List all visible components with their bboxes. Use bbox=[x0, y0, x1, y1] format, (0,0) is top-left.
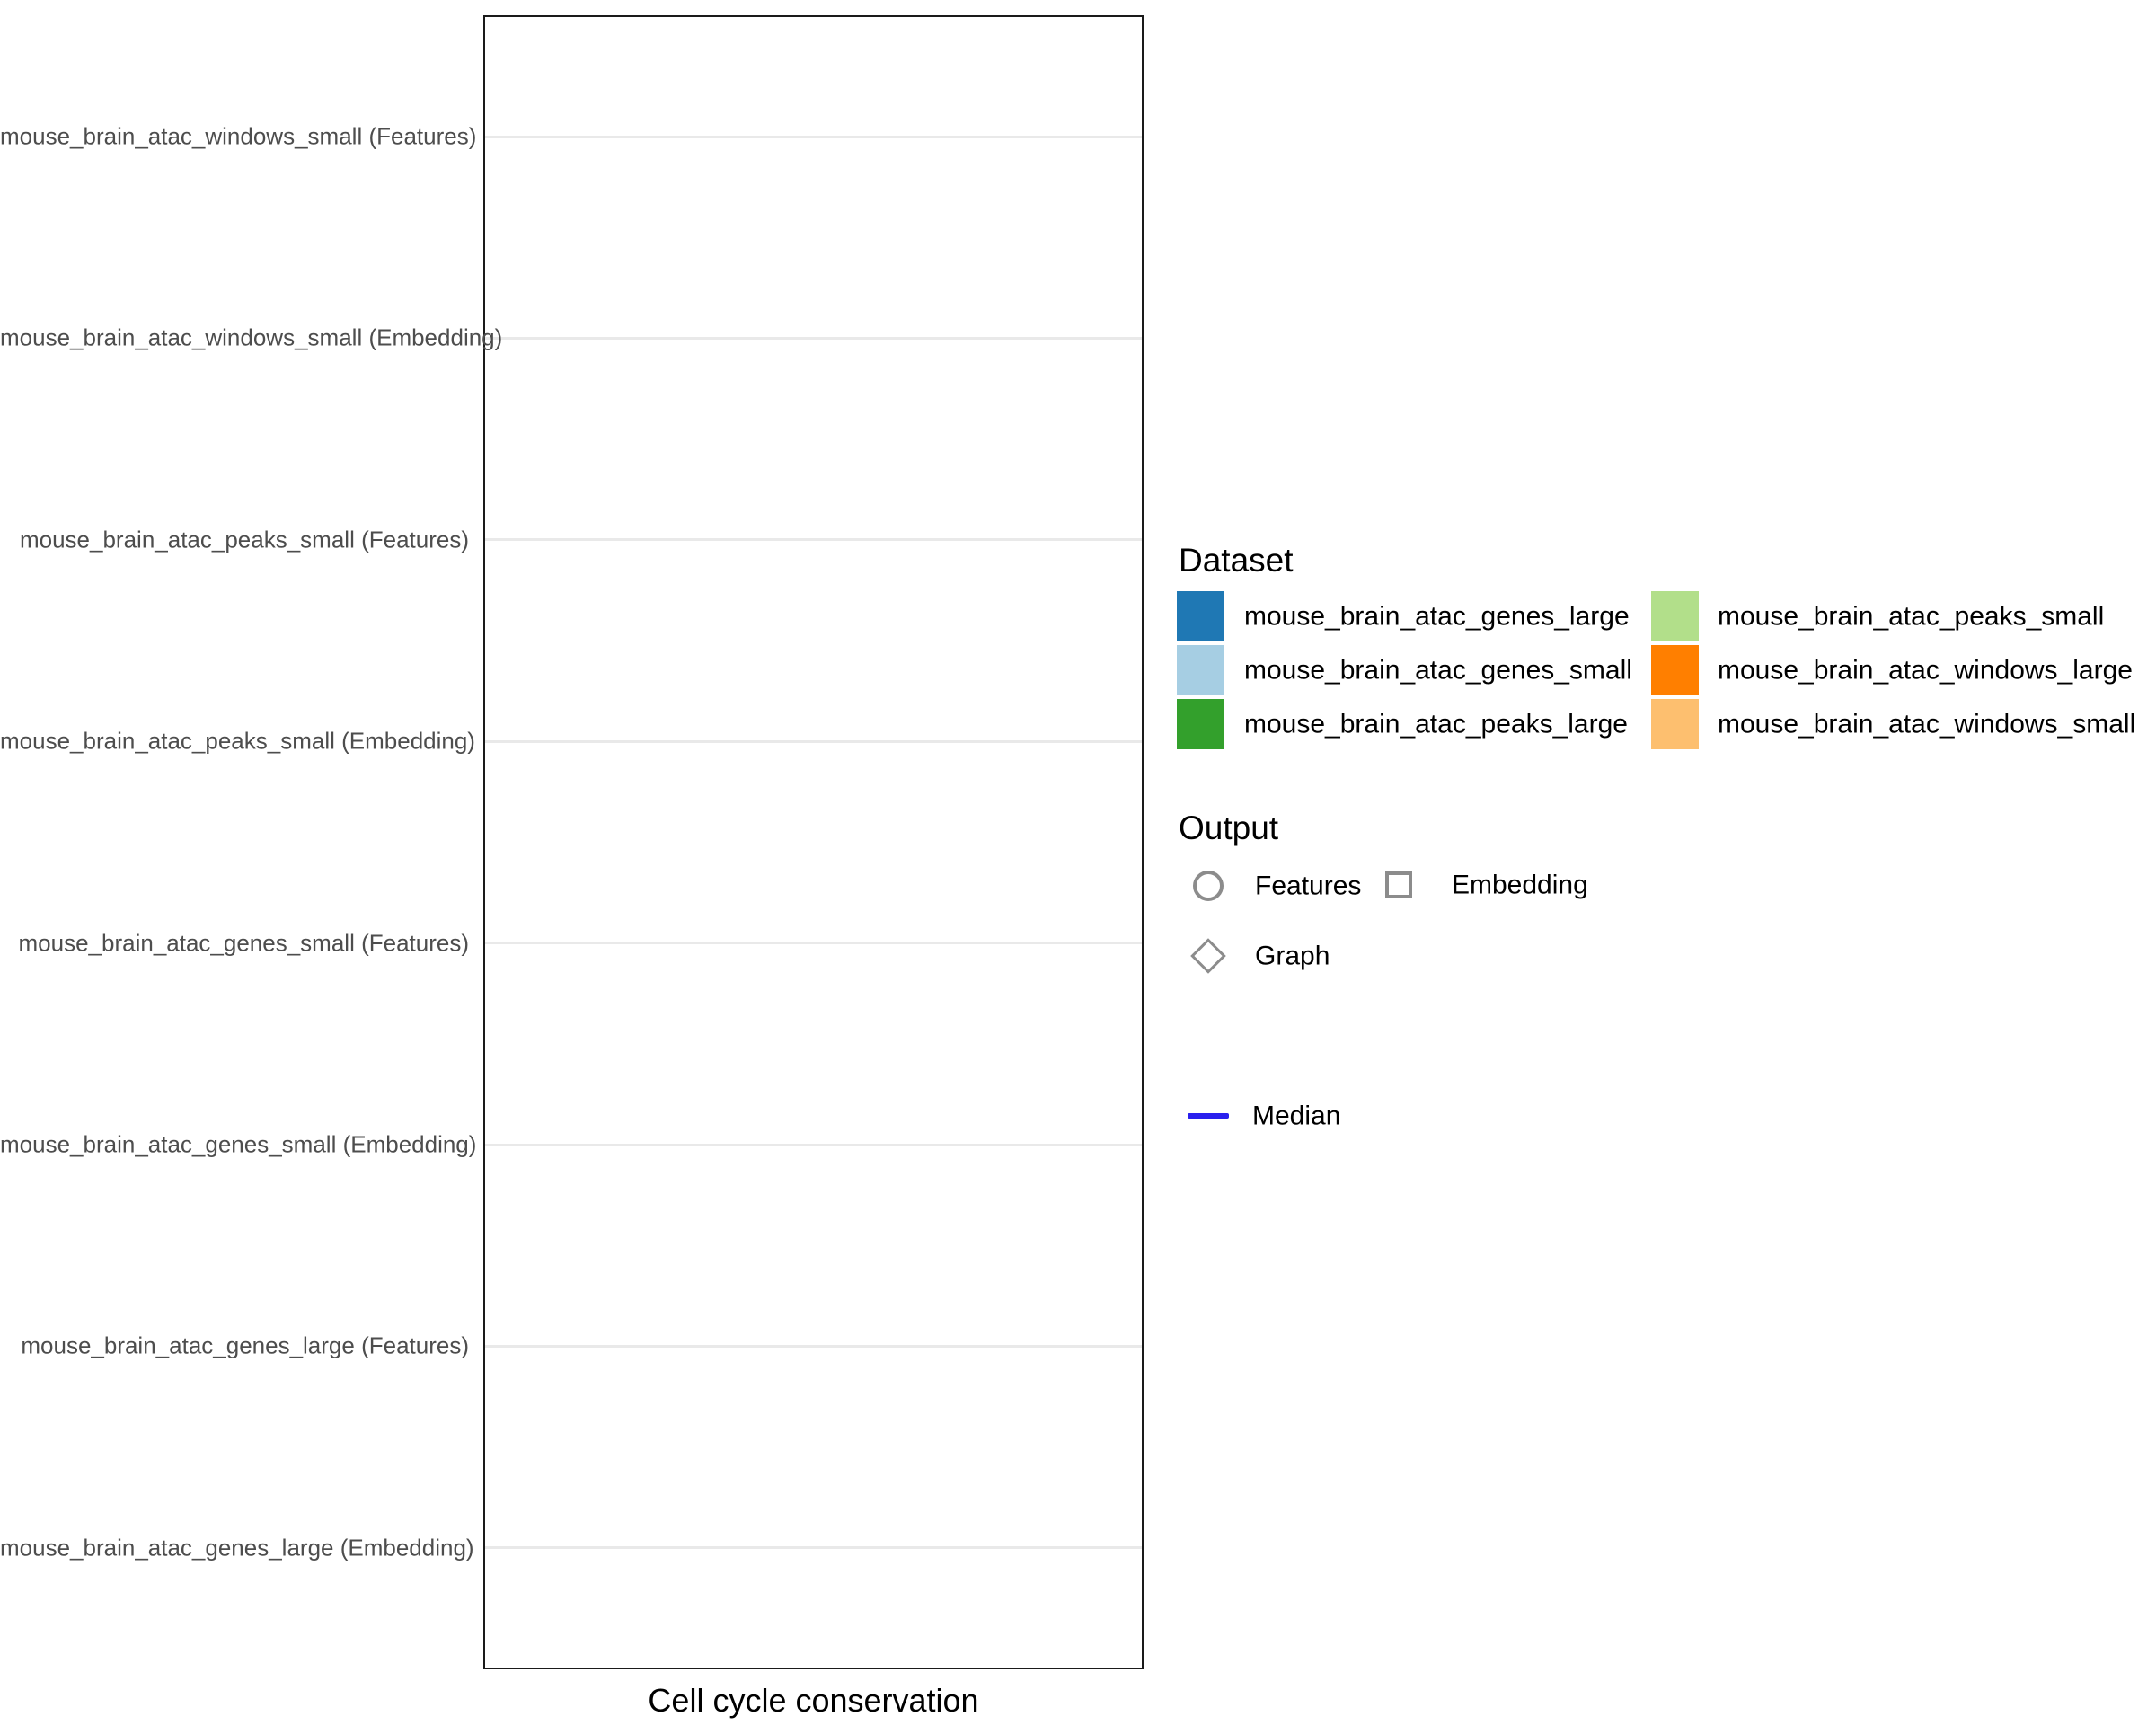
y-axis-label: mouse_brain_atac_windows_small (Embeddin… bbox=[0, 324, 503, 352]
dataset-legend-label: mouse_brain_atac_genes_large bbox=[1244, 601, 1630, 632]
y-axis-label: mouse_brain_atac_genes_large (Embedding) bbox=[0, 1534, 474, 1561]
dataset-color-swatch bbox=[1651, 645, 1699, 695]
y-axis-label: mouse_brain_atac_genes_small (Features) bbox=[18, 929, 470, 957]
y-axis-label: mouse_brain_atac_genes_large (Features) bbox=[21, 1332, 469, 1360]
dataset-legend-label: mouse_brain_atac_peaks_large bbox=[1244, 709, 1628, 739]
gridline bbox=[485, 538, 1142, 542]
dataset-color-swatch bbox=[1651, 699, 1699, 749]
graph-diamond-icon bbox=[1190, 938, 1226, 974]
output-legend-label-graph: Graph bbox=[1255, 941, 1330, 971]
dataset-color-swatch bbox=[1177, 645, 1224, 695]
output-legend-label-embedding: Embedding bbox=[1452, 870, 1588, 900]
y-axis-label: mouse_brain_atac_peaks_small (Embedding) bbox=[0, 727, 475, 755]
gridline bbox=[485, 1546, 1142, 1550]
gridline bbox=[485, 336, 1142, 340]
dataset-legend-label: mouse_brain_atac_windows_large bbox=[1718, 655, 2133, 686]
output-legend-title: Output bbox=[1179, 809, 1279, 846]
x-axis-title: Cell cycle conservation bbox=[648, 1682, 979, 1719]
plot-panel bbox=[483, 15, 1144, 1669]
gridline bbox=[485, 1344, 1142, 1348]
dataset-color-swatch bbox=[1177, 699, 1224, 749]
y-axis-label: mouse_brain_atac_peaks_small (Features) bbox=[19, 526, 469, 553]
gridline bbox=[485, 135, 1142, 138]
gridline bbox=[485, 942, 1142, 945]
dataset-legend-label: mouse_brain_atac_peaks_small bbox=[1718, 601, 2105, 632]
features-circle-icon bbox=[1193, 871, 1224, 901]
median-line-icon bbox=[1188, 1113, 1229, 1119]
y-axis-label: mouse_brain_atac_windows_small (Features… bbox=[0, 122, 477, 150]
dataset-color-swatch bbox=[1177, 591, 1224, 641]
dataset-legend-title: Dataset bbox=[1179, 542, 1294, 579]
gridline bbox=[485, 1143, 1142, 1146]
output-legend-label-features: Features bbox=[1255, 871, 1362, 901]
dataset-color-swatch bbox=[1651, 591, 1699, 641]
dataset-legend-label: mouse_brain_atac_windows_small bbox=[1718, 709, 2136, 739]
embedding-square-icon bbox=[1385, 871, 1412, 898]
dataset-legend-label: mouse_brain_atac_genes_small bbox=[1244, 655, 1632, 686]
median-legend-label: Median bbox=[1252, 1101, 1341, 1131]
y-axis-label: mouse_brain_atac_genes_small (Embedding) bbox=[0, 1130, 477, 1158]
gridline bbox=[485, 739, 1142, 743]
